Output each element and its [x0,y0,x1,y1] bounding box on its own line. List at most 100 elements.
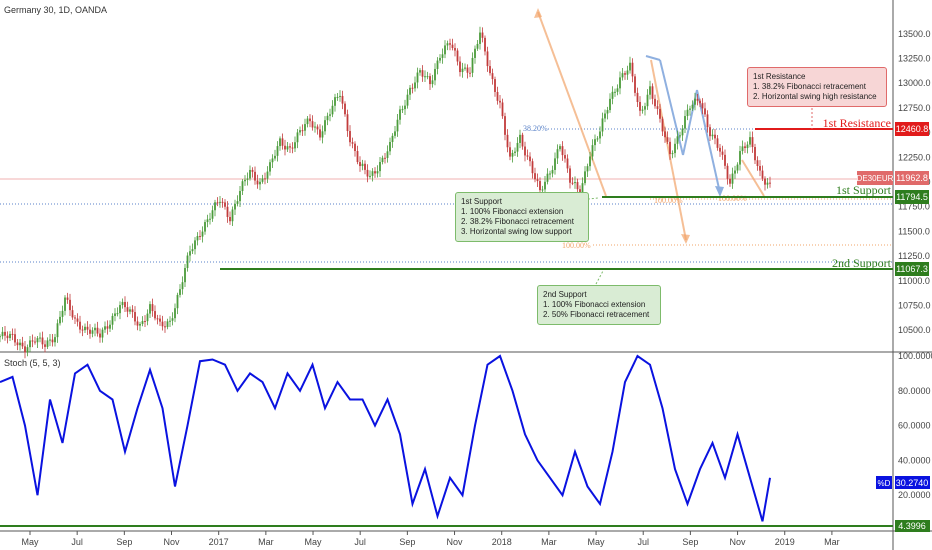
price-tick-label: 10500.0 [898,325,931,335]
candle-body [229,216,231,222]
candle-body [649,86,651,95]
symbol-tag-text: DE30EUR [857,174,894,183]
candle-body [444,45,446,55]
candle-body [599,131,601,139]
candle-body [686,109,689,117]
time-tick-label: Sep [116,537,132,547]
candle-body [421,70,424,77]
candle-body [304,124,306,131]
candle-body [716,138,719,148]
candle-body [694,98,696,105]
fib-100-label-c: 100.00% [718,194,747,203]
candle-body [269,162,271,172]
stoch-d-tag [876,476,892,489]
candle-body [211,210,214,219]
candle-body [761,170,764,179]
candle-body [21,342,24,347]
time-tick-label: Sep [399,537,415,547]
candle-body [729,178,731,184]
time-tick-label: Nov [164,537,181,547]
price-tick-label: 10750.0 [898,301,931,311]
candle-body [394,131,396,136]
candle-body [681,128,684,136]
candle-body [146,313,149,322]
candle-body [34,341,36,343]
candle-body [199,236,201,238]
candle-body [651,86,654,99]
candle-body [446,43,449,46]
candle-body [626,70,629,75]
stoch-tick-label: 60.0000 [898,421,931,431]
candle-body [449,43,451,45]
candle-body [151,304,154,312]
candle-body [529,156,531,162]
candle-body [714,134,716,139]
candle-body [119,305,121,314]
candle-body [74,317,76,319]
candle-body [111,315,114,325]
time-tick-label: Mar [541,537,557,547]
candle-body [386,151,389,158]
candle-body [284,145,286,150]
candle-body [126,307,129,312]
candle-body [231,209,234,222]
resistance-price-tag [895,122,929,136]
candle-body [154,311,156,319]
candle-body [86,326,89,330]
candle-body [219,201,221,203]
candle-body [76,318,79,322]
candle-body [326,115,329,121]
candle-body [479,32,481,44]
candle-body [334,97,336,106]
candle-body [149,304,151,314]
candle-body [671,153,674,155]
candle-body [404,105,406,110]
candle-body [66,297,69,300]
candle-body [454,47,456,51]
candle-body [279,138,281,147]
candle-body [51,339,54,343]
candle-body [499,100,501,103]
support1-callout-line: 1st Support [461,197,502,206]
candle-body [521,134,524,147]
support2-callout: 2nd Support 1. 100% Fibonacci extension … [537,285,661,325]
candle-body [691,104,694,109]
candle-body [634,76,636,93]
support1-line-label: 1st Support [836,183,892,197]
candle-body [259,181,261,185]
candle-body [504,116,506,135]
candle-body [481,32,484,38]
candle-body [659,108,661,119]
candle-body [516,142,519,152]
stoch-tick-label: 80.0000 [898,386,931,396]
candle-body [79,321,81,330]
support1-callout-line: 3. Horizontal swing low support [461,227,572,236]
candle-body [609,98,611,111]
candle-body [196,236,199,241]
candle-body [189,251,191,256]
candle-body [739,151,741,165]
stoch-line [0,354,771,522]
candle-body [114,313,116,316]
candle-body [49,339,51,341]
time-tick-label: Mar [824,537,840,547]
candle-body [106,326,109,329]
candle-body [376,171,379,174]
candle-body [731,173,734,184]
candle-body [266,171,269,179]
resistance-callout-line: 1st Resistance [753,72,806,81]
candle-body [61,310,64,317]
support2-callout-line: 2nd Support [543,290,587,299]
price-tick-label: 13500.0 [898,29,931,39]
candle-body [144,321,146,323]
candle-body [141,321,144,324]
candle-body [614,91,616,93]
candle-body [9,333,11,339]
candle-body [581,183,584,197]
candle-body [391,135,394,142]
candle-body [174,308,176,319]
resistance-callout: 1st Resistance 1. 38.2% Fibonacci retrac… [747,67,887,107]
candle-body [679,135,681,137]
time-tick-label: May [305,537,323,547]
candle-body [316,126,319,130]
